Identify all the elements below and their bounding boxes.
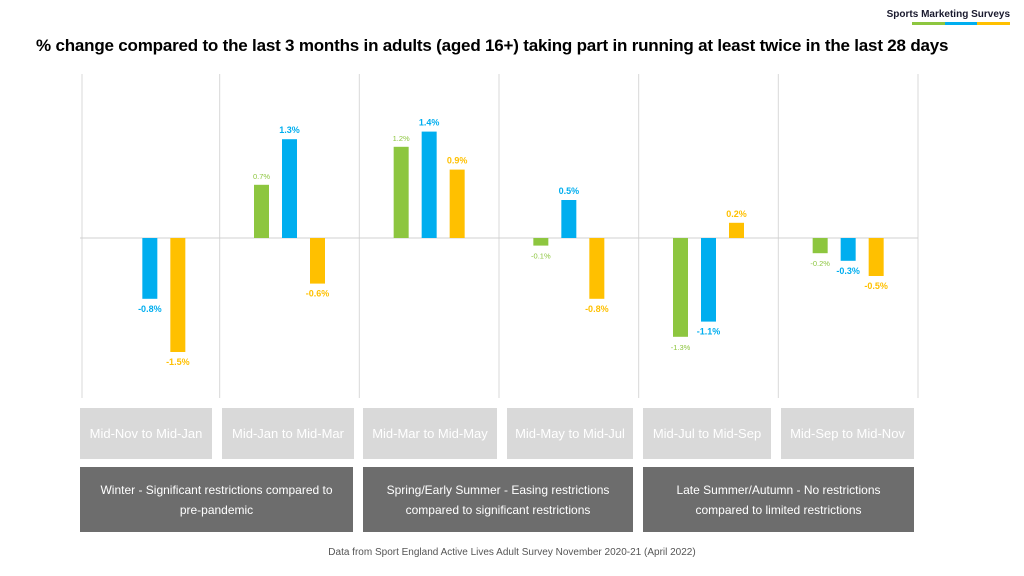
bar-1-0 [254, 184, 269, 238]
data-label-3-2: -0.8% [585, 304, 609, 314]
bar-5-0 [812, 238, 828, 254]
bar-0-2 [170, 238, 186, 352]
data-label-5-0: -0.2% [810, 259, 830, 268]
period-label-late-summer: Late Summer/Autumn - No restrictions com… [643, 467, 914, 532]
data-label-2-0: 1.2% [393, 134, 410, 143]
period-label-spring: Spring/Early Summer - Easing restriction… [363, 467, 633, 532]
data-label-1-1: 1.3% [279, 125, 300, 135]
bar-chart: -0.8% -1.5% 0.7% 1.3% -0.6% 1.2% 1.4% 0.9% -0.1%… [80, 74, 919, 398]
data-label-4-0: -1.3% [671, 343, 691, 352]
category-label-1: Mid-Jan to Mid-Mar [222, 408, 354, 459]
bar-1-2 [310, 238, 325, 284]
data-label-0-2: -1.5% [166, 357, 190, 367]
chart-title: % change compared to the last 3 months i… [36, 36, 949, 55]
data-label-3-1: 0.5% [559, 186, 580, 196]
data-label-5-2: -0.5% [864, 281, 888, 291]
chart-bars [142, 131, 884, 352]
category-label-4: Mid-Jul to Mid-Sep [643, 408, 771, 459]
chart-gridlines [81, 74, 919, 398]
data-label-3-0: -0.1% [531, 252, 551, 261]
bar-3-0 [533, 238, 549, 246]
data-label-1-2: -0.6% [306, 289, 330, 299]
brand-underline-yellow [977, 22, 1011, 25]
bar-0-1 [142, 238, 158, 299]
brand-underline [912, 22, 1011, 25]
bar-4-1 [701, 238, 716, 322]
category-label-3: Mid-May to Mid-Jul [507, 408, 633, 459]
data-label-4-2: 0.2% [726, 209, 747, 219]
bar-3-2 [589, 238, 605, 299]
period-label-winter: Winter - Significant restrictions compar… [80, 467, 353, 532]
bar-2-0 [393, 146, 409, 238]
category-label-0: Mid-Nov to Mid-Jan [80, 408, 212, 459]
bar-5-2 [868, 238, 884, 276]
data-label-5-1: -0.3% [836, 266, 860, 276]
bar-5-1 [840, 238, 856, 261]
brand-underline-blue [944, 22, 978, 25]
source-footnote: Data from Sport England Active Lives Adu… [328, 547, 696, 558]
bar-2-2 [449, 169, 465, 238]
data-label-2-2: 0.9% [447, 156, 468, 166]
data-label-4-1: -1.1% [697, 327, 721, 337]
bar-2-1 [421, 131, 437, 238]
data-label-0-1: -0.8% [138, 304, 162, 314]
brand-name: Sports Marketing Surveys [886, 9, 1010, 20]
bar-1-1 [282, 139, 297, 238]
brand-underline-green [912, 22, 945, 25]
bar-4-0 [673, 238, 688, 337]
data-label-2-1: 1.4% [419, 118, 440, 128]
category-label-2: Mid-Mar to Mid-May [363, 408, 497, 459]
bar-4-2 [729, 222, 744, 238]
category-label-5: Mid-Sep to Mid-Nov [781, 408, 914, 459]
data-labels: -0.8% -1.5% 0.7% 1.3% -0.6% 1.2% 1.4% 0.9% -0.1%… [138, 118, 888, 367]
bar-3-1 [561, 200, 577, 238]
data-label-1-0: 0.7% [253, 172, 270, 181]
